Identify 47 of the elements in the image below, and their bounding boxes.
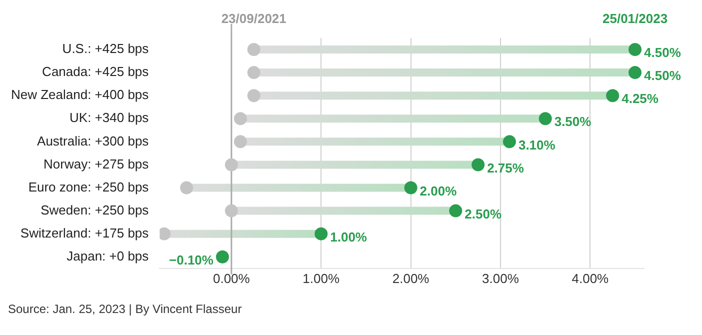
- point: [606, 89, 620, 102]
- y-tick-label: Norway: +275 bps: [44, 156, 150, 172]
- point: [247, 66, 260, 80]
- y-tick-label: UK: +340 bps: [70, 110, 150, 126]
- y-tick-label: U.S.: +425 bps: [62, 41, 150, 56]
- data-label: 3.50%: [554, 114, 592, 130]
- y-tick-label: Switzerland: +175 bps: [20, 225, 150, 240]
- x-tick-label: 2.00%: [392, 270, 430, 286]
- y-tick-label: Sweden: +250 bps: [40, 202, 150, 218]
- point: [314, 227, 328, 240]
- data-label: 4.50%: [644, 45, 682, 60]
- data-label: 3.10%: [518, 137, 556, 152]
- point: [216, 250, 229, 264]
- x-tick-label: 0.00%: [212, 270, 250, 286]
- data-label: 2.75%: [487, 160, 524, 176]
- data-label: −0.10%: [169, 252, 214, 268]
- data-label: 2.00%: [420, 183, 458, 198]
- y-tick-label: Euro zone: +250 bps: [28, 179, 150, 194]
- point: [224, 158, 238, 172]
- point: [502, 135, 516, 148]
- x-tick-label: 3.00%: [482, 270, 520, 286]
- x-tick-label: 1.00%: [302, 270, 340, 286]
- point: [628, 43, 642, 56]
- point: [538, 112, 552, 126]
- point: [247, 89, 260, 102]
- y-tick-label: Canada: +425 bps: [42, 64, 150, 80]
- point: [628, 66, 642, 80]
- y-tick-label: Australia: +300 bps: [37, 133, 150, 148]
- y-tick-label: New Zealand: +400 bps: [10, 87, 150, 102]
- y-tick-label: Japan: +0 bps: [66, 248, 150, 264]
- point: [234, 112, 247, 126]
- text: 23/09/2021: [221, 11, 286, 26]
- data-label: 2.50%: [464, 206, 502, 222]
- data-label: 4.25%: [622, 91, 659, 106]
- point: [180, 181, 194, 194]
- data-label: 1.00%: [330, 229, 368, 244]
- point: [247, 43, 260, 56]
- point: [160, 227, 171, 240]
- point: [472, 158, 485, 172]
- point: [234, 135, 247, 148]
- point: [224, 204, 238, 218]
- x-tick-label: 4.00%: [572, 270, 610, 286]
- point: [449, 204, 462, 218]
- data-label: 4.50%: [644, 68, 682, 84]
- point: [404, 181, 418, 194]
- text: 25/01/2023: [602, 11, 668, 26]
- source-note: Source: Jan. 25, 2023 | By Vincent Flasseur: [8, 302, 243, 316]
